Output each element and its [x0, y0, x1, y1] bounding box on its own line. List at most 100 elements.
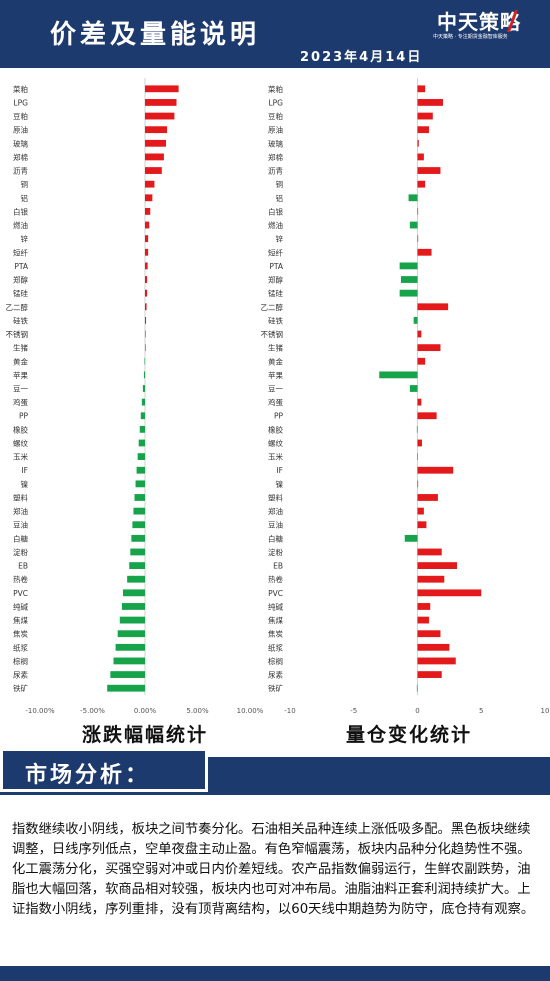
category-label-2-29: 镍 [276, 479, 284, 489]
bar-2-10 [409, 221, 418, 229]
category-label-2-24: PP [274, 412, 284, 421]
category-label-2-12: 短纤 [268, 247, 283, 257]
category-label-2-15: 锰硅 [268, 288, 283, 298]
bar-2-7 [417, 180, 426, 188]
category-label-1-35: EB [18, 562, 28, 571]
bar-1-39 [119, 616, 145, 624]
category-label-2-4: 玻璃 [268, 138, 283, 148]
bar-2-4 [417, 139, 419, 147]
bar-1-13 [145, 262, 148, 270]
bar-1-12 [145, 248, 149, 256]
category-label-1-15: 锰硅 [13, 288, 28, 298]
category-label-2-32: 豆油 [268, 520, 283, 530]
bar-1-7 [145, 180, 155, 188]
bar-1-30 [134, 494, 145, 501]
bar-1-14 [145, 276, 148, 283]
bar-2-21 [379, 371, 418, 379]
category-label-2-27: 玉米 [268, 452, 283, 462]
category-label-2-28: IF [276, 466, 283, 475]
category-label-1-8: 铝 [21, 193, 29, 203]
bar-2-18 [417, 330, 422, 338]
category-label-2-3: 原油 [268, 125, 283, 135]
category-label-2-37: PVC [268, 589, 283, 598]
tick-label-2-2: 0 [415, 707, 419, 715]
bar-1-1 [145, 99, 177, 106]
category-label-2-22: 豆一 [268, 385, 283, 394]
category-label-1-12: 短纤 [13, 247, 28, 257]
category-label-2-35: EB [273, 562, 283, 571]
category-label-1-32: 豆油 [13, 520, 28, 530]
category-label-1-38: 纯碱 [13, 601, 28, 611]
report-date: 2023年4月14日 [300, 50, 423, 65]
bar-1-33 [131, 534, 145, 542]
bar-1-28 [136, 466, 145, 474]
category-label-2-7: 铜 [276, 179, 284, 189]
tick-label-1-1: -5.00% [80, 707, 105, 715]
category-label-1-21: 苹果 [13, 370, 28, 380]
bar-2-32 [417, 521, 427, 529]
bar-2-39 [417, 616, 429, 624]
bar-2-27 [417, 453, 418, 461]
category-label-1-16: 乙二醇 [6, 302, 29, 312]
category-label-1-0: 菜粕 [13, 84, 28, 94]
category-label-1-27: 玉米 [13, 452, 28, 462]
bar-2-37 [417, 589, 482, 597]
category-label-1-6: 沥青 [13, 166, 28, 176]
category-label-1-5: 郑棉 [13, 152, 28, 162]
category-label-2-6: 沥青 [268, 166, 283, 176]
bar-2-13 [399, 262, 418, 270]
bar-2-44 [416, 684, 418, 692]
category-label-1-1: LPG [13, 98, 28, 107]
category-label-1-40: 焦炭 [13, 629, 28, 639]
bar-1-18 [145, 330, 146, 338]
bar-2-6 [417, 167, 441, 174]
bar-2-2 [417, 112, 433, 120]
category-label-1-2: 豆粕 [13, 111, 28, 121]
category-label-1-24: PP [19, 412, 29, 421]
bar-1-31 [133, 507, 145, 515]
category-label-2-31: 郑油 [268, 506, 283, 516]
bar-1-8 [145, 194, 153, 202]
bar-1-10 [145, 221, 150, 229]
bar-2-41 [417, 643, 450, 651]
bar-1-44 [107, 684, 145, 692]
category-label-2-30: 塑料 [268, 492, 283, 502]
category-label-1-37: PVC [13, 589, 28, 598]
bar-2-24 [417, 412, 437, 420]
category-label-2-11: 锌 [276, 234, 284, 244]
bar-2-20 [417, 357, 426, 365]
category-label-2-25: 橡胶 [268, 424, 283, 434]
bar-2-23 [417, 398, 422, 406]
category-label-1-31: 郑油 [13, 506, 28, 516]
bar-1-32 [132, 521, 145, 529]
bar-1-19 [145, 344, 146, 352]
category-label-2-40: 焦炭 [268, 629, 283, 639]
bar-1-35 [129, 562, 145, 569]
bar-1-29 [135, 480, 145, 488]
bar-2-17 [413, 316, 418, 324]
category-label-2-9: 白银 [268, 206, 283, 216]
category-label-2-16: 乙二醇 [261, 302, 284, 312]
category-label-2-1: LPG [268, 98, 283, 107]
bar-1-25 [139, 425, 145, 433]
category-label-1-36: 热卷 [13, 574, 28, 584]
bar-1-42 [113, 657, 145, 665]
footer-bar [0, 966, 550, 981]
bar-2-31 [417, 507, 424, 515]
bar-1-2 [145, 112, 175, 120]
brand-logo: 中天策略 中天策略 · 专注期货金融智库服务 [425, 6, 545, 42]
bar-2-3 [417, 126, 429, 134]
category-label-1-18: 不锈钢 [6, 329, 29, 339]
bar-1-4 [145, 139, 166, 147]
bar-1-6 [145, 167, 162, 174]
category-label-1-43: 尿素 [13, 670, 28, 680]
tick-label-2-0: -10 [284, 707, 295, 715]
category-label-1-30: 塑料 [13, 492, 28, 502]
bar-1-21 [143, 371, 145, 379]
bar-2-22 [409, 385, 418, 392]
category-label-2-38: 纯碱 [268, 601, 283, 611]
logo-text: 中天策略 [437, 10, 521, 34]
bar-2-36 [417, 575, 445, 583]
category-label-1-33: 白糖 [13, 533, 28, 543]
bar-1-20 [144, 357, 146, 365]
